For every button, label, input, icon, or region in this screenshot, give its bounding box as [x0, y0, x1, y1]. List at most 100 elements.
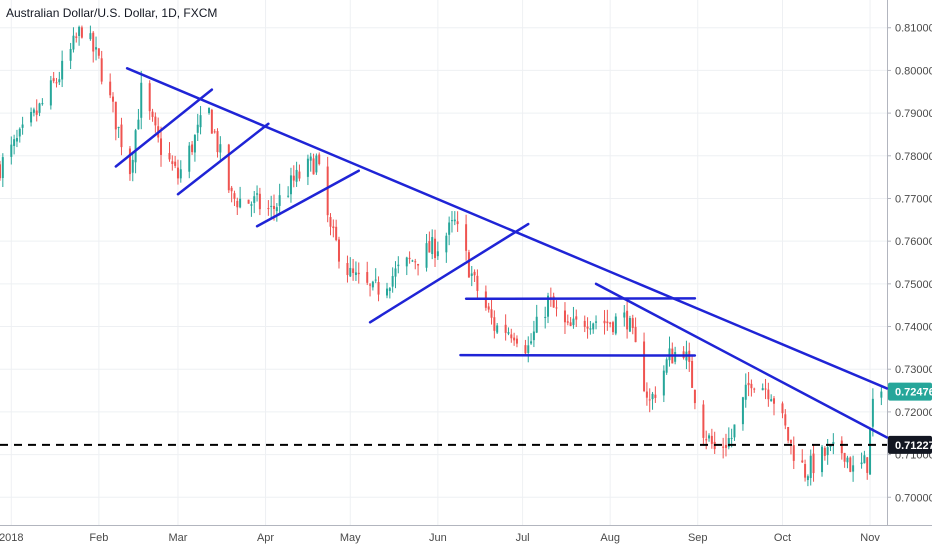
candle-body	[770, 399, 772, 401]
candle-body	[298, 172, 300, 179]
candle-body	[279, 195, 281, 206]
candle-body	[524, 345, 526, 353]
candle-body	[92, 33, 94, 52]
candle-body	[208, 108, 210, 113]
candle-body	[231, 188, 233, 191]
candle-body	[327, 167, 329, 216]
candle-body	[417, 264, 419, 265]
y-tick-label: 0.70000	[895, 492, 932, 504]
candle-body	[493, 317, 495, 331]
candle-body	[623, 312, 625, 317]
candle-body	[78, 27, 80, 36]
candle-body	[725, 445, 727, 448]
candle-body	[863, 455, 865, 463]
candle-body	[536, 317, 538, 333]
y-tick-label: 0.76000	[895, 236, 932, 248]
candle-body	[595, 321, 597, 322]
x-tick-label: Nov	[860, 532, 880, 544]
y-tick-label: 0.75000	[895, 279, 932, 291]
candle-body	[793, 445, 795, 461]
candle-body	[22, 125, 24, 128]
candle-body	[505, 325, 507, 333]
candle-body	[437, 251, 439, 256]
y-tick-label: 0.72000	[895, 407, 932, 419]
candle-body	[89, 33, 91, 39]
candle-body	[194, 135, 196, 152]
candle-body	[112, 97, 114, 102]
candle-body	[394, 268, 396, 276]
trendline	[596, 284, 887, 438]
candle-body	[355, 272, 357, 275]
candle-body	[615, 317, 617, 334]
candle-body	[434, 239, 436, 258]
candle-body	[827, 447, 829, 455]
candle-body	[315, 156, 317, 173]
candle-body	[866, 457, 868, 473]
candle-body	[666, 359, 668, 372]
y-tick-label: 0.81000	[895, 23, 932, 35]
candle-body	[516, 339, 518, 344]
candle-body	[844, 453, 846, 462]
candle-body	[211, 110, 213, 134]
candle-body	[457, 221, 459, 224]
candle-body	[765, 389, 767, 390]
candle-body	[154, 117, 156, 126]
candle-body	[349, 268, 351, 276]
candle-body	[375, 280, 377, 281]
candle-body	[784, 414, 786, 425]
candle-body	[50, 80, 52, 105]
candle-body	[810, 456, 812, 478]
candle-body	[256, 193, 258, 194]
candle-body	[197, 125, 199, 133]
candle-body	[332, 226, 334, 228]
candle-body	[807, 476, 809, 480]
candle-body	[813, 454, 815, 474]
candle-body	[841, 441, 843, 454]
candle-body	[787, 427, 789, 441]
candle-body	[115, 102, 117, 130]
candle-body	[609, 322, 611, 323]
candle-body	[386, 289, 388, 296]
trendline	[178, 124, 268, 194]
candle-body	[149, 83, 151, 111]
x-tick-label: May	[340, 532, 361, 544]
candle-body	[132, 160, 134, 173]
candle-body	[612, 322, 614, 332]
candle-body	[722, 447, 724, 448]
candle-body	[72, 36, 74, 50]
candle-body	[0, 164, 1, 178]
candle-body	[694, 390, 696, 403]
candle-body	[604, 321, 606, 323]
candle-body	[513, 338, 515, 341]
candle-body	[533, 332, 535, 341]
candle-body	[575, 316, 577, 319]
candle-body	[36, 111, 38, 115]
candle-body	[852, 465, 854, 471]
candle-body	[824, 448, 826, 456]
y-tick-label: 0.73000	[895, 364, 932, 376]
candle-body	[290, 175, 292, 194]
candle-body	[296, 170, 298, 182]
candle-body	[200, 115, 202, 127]
candle-body	[592, 323, 594, 329]
candle-body	[468, 252, 470, 277]
candle-body	[465, 224, 467, 251]
candle-body	[352, 268, 354, 273]
candle-body	[567, 321, 569, 322]
candle-body	[555, 307, 557, 308]
candle-body	[397, 265, 399, 266]
candle-body	[33, 109, 35, 112]
candle-body	[70, 49, 72, 61]
candle-body	[188, 146, 190, 172]
candle-body	[406, 258, 408, 267]
candle-body	[168, 153, 170, 159]
candle-body	[702, 405, 704, 438]
candle-body	[507, 332, 509, 333]
candle-body	[16, 138, 18, 141]
candle-body	[140, 83, 142, 118]
candle-body	[152, 112, 154, 117]
candle-body	[369, 285, 371, 286]
candle-body	[544, 317, 546, 318]
candle-body	[733, 424, 735, 437]
